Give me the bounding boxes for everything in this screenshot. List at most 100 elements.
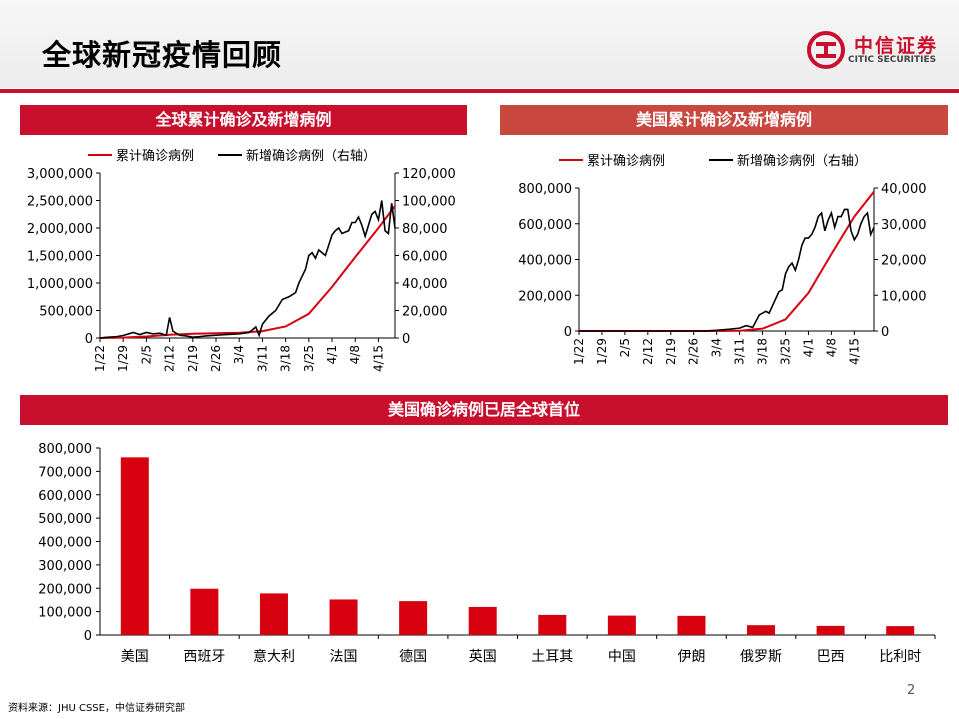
x-tick-label: 2/5 xyxy=(618,338,632,357)
left-tick-label: 600,000 xyxy=(518,218,572,233)
x-tick-label: 1/29 xyxy=(116,345,130,372)
right-tick-label: 0 xyxy=(881,325,889,340)
category-label: 中国 xyxy=(608,649,636,665)
x-tick-label: 3/18 xyxy=(756,338,770,365)
ranking-chart-title: 美国确诊病例已居全球首位 xyxy=(20,395,948,425)
new-cases-line xyxy=(99,200,396,339)
x-tick-label: 4/15 xyxy=(847,338,861,365)
category-label: 德国 xyxy=(399,649,427,665)
bar-3 xyxy=(259,593,288,635)
us-cases-chart: 累计确诊病例 新增确诊病例（右轴） 800,000 600,000 400,000 200… xyxy=(518,153,927,365)
citic-logo: 中信证券 CITIC SECURITIES xyxy=(806,30,946,70)
right-tick-label: 80,000 xyxy=(402,222,448,237)
bar-11 xyxy=(816,625,845,635)
y-tick-label: 0 xyxy=(84,629,92,644)
bar-8 xyxy=(607,615,636,635)
x-tick-label: 4/1 xyxy=(801,338,815,357)
left-tick-label: 1,500,000 xyxy=(27,250,93,265)
right-tick-label: 40,000 xyxy=(402,277,448,292)
bar-4 xyxy=(329,599,358,635)
category-label: 西班牙 xyxy=(183,649,225,665)
legend-label-cumulative: 累计确诊病例 xyxy=(116,149,194,164)
category-label: 法国 xyxy=(330,649,358,665)
bar-10 xyxy=(747,625,776,635)
left-tick-label: 1,000,000 xyxy=(27,277,93,292)
y-tick-label: 700,000 xyxy=(38,465,92,480)
logo-chinese-name: 中信证券 xyxy=(854,35,939,57)
x-tick-label: 3/4 xyxy=(710,338,724,357)
y-tick-label: 200,000 xyxy=(38,582,92,597)
left-tick-label: 2,500,000 xyxy=(27,195,93,210)
page-title: 全球新冠疫情回顾 xyxy=(42,38,283,72)
category-label: 巴西 xyxy=(817,649,845,665)
y-tick-label: 600,000 xyxy=(38,489,92,504)
right-tick-label: 100,000 xyxy=(402,195,456,210)
country-ranking-chart: 800,000 700,000 600,000 500,000 400,000 300,0… xyxy=(38,442,936,665)
y-tick-label: 100,000 xyxy=(38,606,92,621)
logo-english-name: CITIC SECURITIES xyxy=(848,55,937,65)
x-tick-label: 3/11 xyxy=(255,345,269,372)
header-bar xyxy=(0,0,959,88)
bar-5 xyxy=(399,601,428,635)
right-tick-label: 0 xyxy=(402,332,410,347)
right-tick-label: 30,000 xyxy=(881,218,927,233)
cumulative-cases-line xyxy=(578,190,875,332)
left-tick-label: 3,000,000 xyxy=(27,167,93,182)
x-tick-label: 1/29 xyxy=(595,338,609,365)
bar-12 xyxy=(886,626,915,635)
category-label: 比利时 xyxy=(879,649,921,665)
header-divider xyxy=(0,89,959,93)
left-tick-label: 200,000 xyxy=(518,289,572,304)
page-number: 2 xyxy=(907,683,916,698)
left-tick-label: 800,000 xyxy=(518,182,572,197)
us-chart-title: 美国累计确诊及新增病例 xyxy=(500,105,948,135)
x-tick-label: 3/25 xyxy=(302,345,316,372)
x-tick-label: 4/15 xyxy=(371,345,385,372)
left-tick-label: 400,000 xyxy=(518,254,572,269)
new-cases-line xyxy=(579,208,875,332)
right-tick-label: 40,000 xyxy=(881,182,927,197)
bar-9 xyxy=(677,615,706,635)
y-tick-label: 400,000 xyxy=(38,536,92,551)
bar-6 xyxy=(468,606,497,635)
x-tick-label: 4/8 xyxy=(824,338,838,357)
citic-emblem-icon xyxy=(807,31,845,69)
x-tick-label: 3/4 xyxy=(232,345,246,364)
category-label: 英国 xyxy=(469,648,497,665)
y-tick-label: 300,000 xyxy=(38,559,92,574)
global-cases-chart: 累计确诊病例 新增确诊病例（右轴） 3,000,000 2,500,000 2,000,… xyxy=(27,148,456,372)
global-chart-title: 全球累计确诊及新增病例 xyxy=(20,105,467,135)
x-tick-label: 4/8 xyxy=(348,345,362,364)
right-tick-label: 10,000 xyxy=(881,289,927,304)
x-tick-label: 2/19 xyxy=(186,345,200,372)
data-source-note: 资料来源：JHU CSSE，中信证券研究部 xyxy=(8,703,185,714)
x-tick-label: 1/22 xyxy=(572,338,586,365)
x-tick-label: 2/12 xyxy=(641,338,655,365)
x-tick-label: 3/18 xyxy=(279,345,293,372)
category-label: 意大利 xyxy=(253,648,295,665)
x-tick-label: 3/11 xyxy=(733,338,747,365)
category-label: 土耳其 xyxy=(531,649,573,665)
x-tick-label: 2/5 xyxy=(139,345,153,364)
x-tick-label: 1/22 xyxy=(93,345,107,372)
bar-2 xyxy=(190,588,219,635)
category-label: 伊朗 xyxy=(677,649,705,665)
legend-label-cumulative: 累计确诊病例 xyxy=(587,154,665,169)
category-label: 俄罗斯 xyxy=(740,649,782,665)
legend-label-new: 新增确诊病例（右轴） xyxy=(246,148,376,164)
right-tick-label: 20,000 xyxy=(881,254,927,269)
left-tick-label: 2,000,000 xyxy=(27,222,93,237)
right-tick-label: 20,000 xyxy=(402,305,448,320)
category-label: 美国 xyxy=(121,649,149,665)
y-tick-label: 500,000 xyxy=(38,512,92,527)
bar-7 xyxy=(538,614,567,635)
x-tick-label: 3/25 xyxy=(779,338,793,365)
left-tick-label: 0 xyxy=(85,332,93,347)
x-tick-label: 2/19 xyxy=(664,338,678,365)
right-tick-label: 120,000 xyxy=(402,167,456,182)
legend-label-new: 新增确诊病例（右轴） xyxy=(737,153,867,169)
left-tick-label: 0 xyxy=(564,325,572,340)
x-tick-label: 2/12 xyxy=(163,345,177,372)
x-tick-label: 2/26 xyxy=(687,338,701,365)
y-tick-label: 800,000 xyxy=(38,442,92,457)
